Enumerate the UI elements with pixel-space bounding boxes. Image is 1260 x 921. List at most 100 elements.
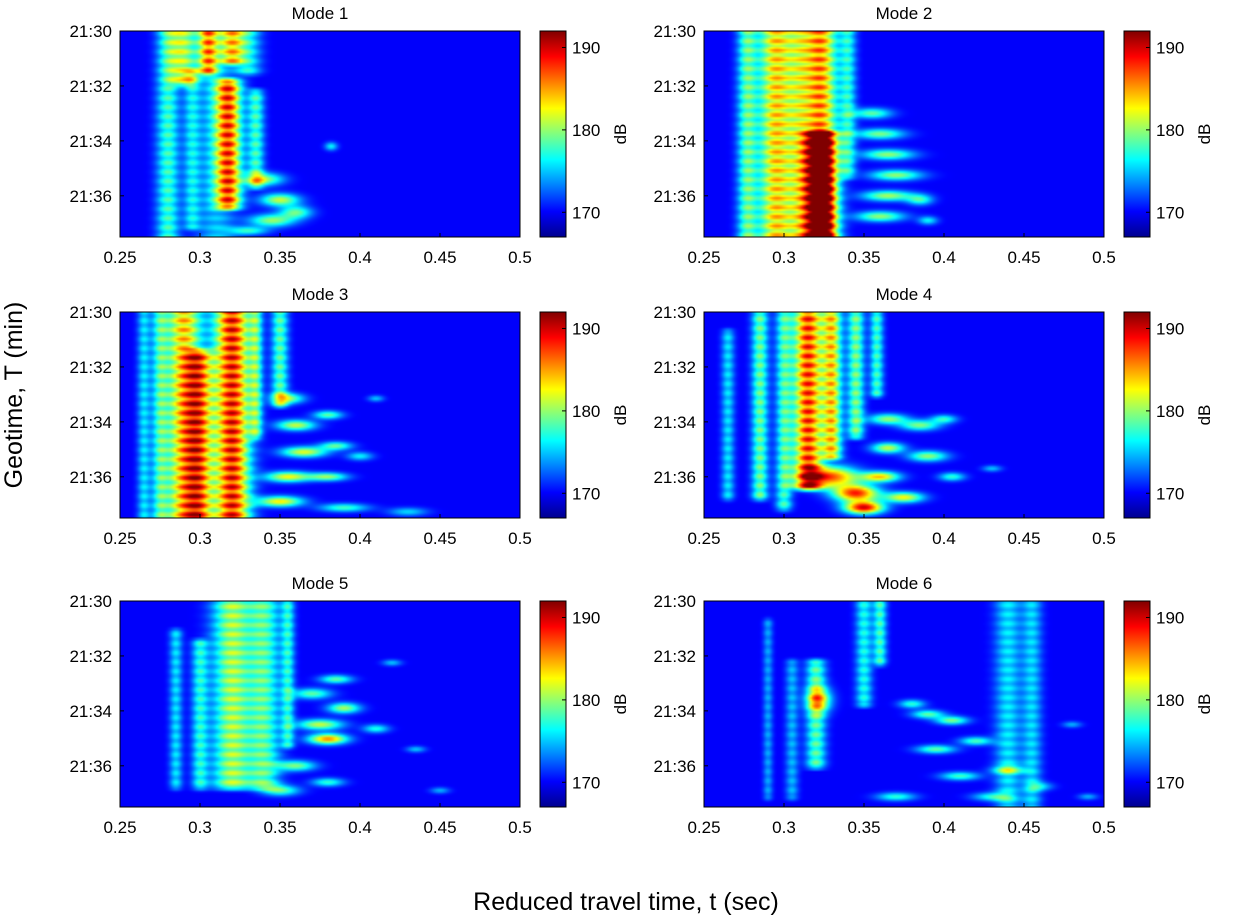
mode-6-colorbar-tick-label: 190 xyxy=(1156,608,1184,627)
mode-2-xtick-label: 0.5 xyxy=(1092,248,1116,267)
mode-2-colorbar-tick-label: 190 xyxy=(1156,38,1184,57)
mode-2-colorbar-label: dB xyxy=(1195,124,1214,145)
mode-6-ytick-label: 21:32 xyxy=(653,647,696,666)
mode-1-xtick-label: 0.4 xyxy=(348,248,372,267)
mode-3-colorbar xyxy=(539,311,567,519)
mode-5-ytick-label: 21:34 xyxy=(69,702,112,721)
mode-6-xtick-label: 0.35 xyxy=(847,818,880,837)
mode-3-axes-box xyxy=(119,311,521,519)
mode-6-ytick-label: 21:34 xyxy=(653,702,696,721)
mode-5-colorbar-tick-label: 190 xyxy=(572,608,600,627)
mode-6-ytick-label: 21:30 xyxy=(653,592,696,611)
mode-4-colorbar xyxy=(1123,311,1151,519)
mode-5-colorbar-label: dB xyxy=(611,694,630,715)
mode-5-xtick-label: 0.5 xyxy=(508,818,532,837)
mode-1-colorbar xyxy=(539,30,567,238)
mode-6-ytick-label: 21:36 xyxy=(653,757,696,776)
mode-6-title: Mode 6 xyxy=(876,574,933,593)
mode-1-title: Mode 1 xyxy=(292,4,349,23)
mode-4-xtick-label: 0.25 xyxy=(687,529,720,548)
mode-3-colorbar-tick-label: 180 xyxy=(572,402,600,421)
mode-1-ytick-label: 21:30 xyxy=(69,22,112,41)
mode-6-xtick-label: 0.5 xyxy=(1092,818,1116,837)
mode-6-xtick-label: 0.4 xyxy=(932,818,956,837)
mode-4-colorbar-label: dB xyxy=(1195,405,1214,426)
mode-2-xtick-label: 0.35 xyxy=(847,248,880,267)
mode-2-xtick-label: 0.3 xyxy=(772,248,796,267)
mode-6-colorbar xyxy=(1123,600,1151,808)
mode-3-xtick-label: 0.35 xyxy=(263,529,296,548)
mode-3-title: Mode 3 xyxy=(292,285,349,304)
mode-3-xtick-label: 0.4 xyxy=(348,529,372,548)
mode-4-xtick-label: 0.5 xyxy=(1092,529,1116,548)
mode-6-xtick-label: 0.25 xyxy=(687,818,720,837)
mode-4-xtick-label: 0.45 xyxy=(1007,529,1040,548)
mode-3-xtick-label: 0.5 xyxy=(508,529,532,548)
mode-6-colorbar-tick-label: 170 xyxy=(1156,773,1184,792)
mode-5-heatmap xyxy=(120,601,520,807)
mode-4-colorbar-tick-label: 190 xyxy=(1156,319,1184,338)
mode-1-ytick-label: 21:34 xyxy=(69,132,112,151)
mode-4-ytick-label: 21:36 xyxy=(653,468,696,487)
mode-4-xtick-label: 0.3 xyxy=(772,529,796,548)
mode-1-colorbar-label: dB xyxy=(611,124,630,145)
mode-5-axes-box xyxy=(119,600,521,808)
mode-2-title: Mode 2 xyxy=(876,4,933,23)
mode-4-colorbar-tick-label: 170 xyxy=(1156,484,1184,503)
mode-4-xtick-label: 0.4 xyxy=(932,529,956,548)
panels: Mode 1 0.25 0.3 0.35 0.4 0.45 0.5 21:30 21:32 21:… xyxy=(69,4,1214,837)
mode-5-ytick-label: 21:36 xyxy=(69,757,112,776)
mode-4-ytick-label: 21:34 xyxy=(653,413,696,432)
mode-5-xtick-label: 0.3 xyxy=(188,818,212,837)
mode-4-title: Mode 4 xyxy=(876,285,933,304)
mode-1-ytick-label: 21:36 xyxy=(69,187,112,206)
mode-6-panel: Mode 6 0.25 0.3 0.35 0.4 0.45 0.5 21:30 21:32 21:… xyxy=(653,574,1214,837)
mode-3-ytick-label: 21:36 xyxy=(69,468,112,487)
mode-4-xtick-label: 0.35 xyxy=(847,529,880,548)
mode-2-ytick-label: 21:32 xyxy=(653,77,696,96)
mode-3-ytick-label: 21:34 xyxy=(69,413,112,432)
mode-5-colorbar-tick-label: 180 xyxy=(572,691,600,710)
mode-3-colorbar-label: dB xyxy=(611,405,630,426)
mode-5-xtick-label: 0.45 xyxy=(423,818,456,837)
mode-1-xtick-label: 0.35 xyxy=(263,248,296,267)
mode-1-colorbar-tick-label: 190 xyxy=(572,38,600,57)
mode-6-colorbar-tick-label: 180 xyxy=(1156,691,1184,710)
mode-5-colorbar xyxy=(539,600,567,808)
mode-5-xtick-label: 0.35 xyxy=(263,818,296,837)
mode-5-ytick-label: 21:30 xyxy=(69,592,112,611)
mode-5-ytick-label: 21:32 xyxy=(69,647,112,666)
mode-3-xtick-label: 0.45 xyxy=(423,529,456,548)
mode-6-axes-box xyxy=(703,600,1105,808)
mode-2-colorbar xyxy=(1123,30,1151,238)
mode-1-colorbar-tick-label: 170 xyxy=(572,203,600,222)
mode-6-xtick-label: 0.45 xyxy=(1007,818,1040,837)
mode-1-ytick-label: 21:32 xyxy=(69,77,112,96)
mode-2-panel: Mode 2 0.25 0.3 0.35 0.4 0.45 0.5 21:30 21:32 21:… xyxy=(653,4,1214,267)
mode-2-colorbar-tick-label: 170 xyxy=(1156,203,1184,222)
mode-2-ytick-label: 21:36 xyxy=(653,187,696,206)
mode-6-heatmap xyxy=(704,601,1104,807)
mode-5-xtick-label: 0.25 xyxy=(103,818,136,837)
mode-2-colorbar-tick-label: 180 xyxy=(1156,121,1184,140)
mode-2-heatmap xyxy=(704,31,1104,237)
mode-1-xtick-label: 0.5 xyxy=(508,248,532,267)
mode-3-heatmap xyxy=(120,312,520,518)
mode-4-panel: Mode 4 0.25 0.3 0.35 0.4 0.45 0.5 21:30 21:32 21:… xyxy=(653,285,1214,548)
mode-1-xtick-label: 0.45 xyxy=(423,248,456,267)
mode-5-xtick-label: 0.4 xyxy=(348,818,372,837)
mode-5-title: Mode 5 xyxy=(292,574,349,593)
mode-2-ytick-label: 21:30 xyxy=(653,22,696,41)
mode-2-axes-box xyxy=(703,30,1105,238)
mode-3-xtick-label: 0.25 xyxy=(103,529,136,548)
mode-2-ytick-label: 21:34 xyxy=(653,132,696,151)
mode-4-heatmap xyxy=(704,312,1104,518)
mode-1-panel: Mode 1 0.25 0.3 0.35 0.4 0.45 0.5 21:30 21:32 21:… xyxy=(69,4,630,267)
mode-4-ytick-label: 21:30 xyxy=(653,303,696,322)
mode-4-ytick-label: 21:32 xyxy=(653,358,696,377)
mode-3-ytick-label: 21:32 xyxy=(69,358,112,377)
mode-5-panel: Mode 5 0.25 0.3 0.35 0.4 0.45 0.5 21:30 21:32 21:… xyxy=(69,574,630,837)
mode-3-xtick-label: 0.3 xyxy=(188,529,212,548)
mode-2-xtick-label: 0.45 xyxy=(1007,248,1040,267)
